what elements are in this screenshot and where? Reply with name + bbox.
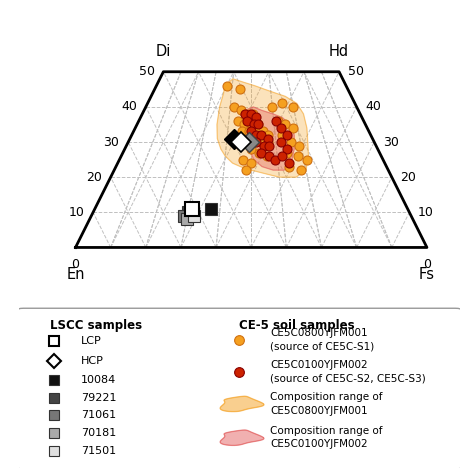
Text: CE-5 soil samples: CE-5 soil samples [239,319,355,332]
Text: 0: 0 [423,258,431,271]
Polygon shape [245,107,294,170]
Text: 40: 40 [365,100,381,114]
Polygon shape [220,430,264,446]
Text: 70181: 70181 [81,428,116,438]
Text: Composition range of
CE5C0100YJFM002: Composition range of CE5C0100YJFM002 [270,426,383,449]
Text: 71501: 71501 [81,446,116,455]
Polygon shape [220,396,264,412]
Text: 0: 0 [72,258,80,271]
FancyBboxPatch shape [17,308,462,469]
Text: 50: 50 [138,65,155,78]
Text: 20: 20 [86,171,102,184]
Polygon shape [217,79,309,177]
Text: LSCC samples: LSCC samples [50,319,142,332]
Text: 71061: 71061 [81,410,116,420]
Text: 30: 30 [103,136,119,149]
Text: Di: Di [155,44,171,60]
Text: LCP: LCP [81,336,101,346]
Text: CE5C0100YJFM002
(source of CE5C-S2, CE5C-S3): CE5C0100YJFM002 (source of CE5C-S2, CE5C… [270,360,426,384]
Text: CE5C0800YJFM001
(source of CE5C-S1): CE5C0800YJFM001 (source of CE5C-S1) [270,328,374,351]
Text: 50: 50 [348,65,364,78]
Text: 79221: 79221 [81,393,116,403]
Text: 30: 30 [383,136,399,149]
Text: Composition range of
CE5C0800YJFM001: Composition range of CE5C0800YJFM001 [270,392,383,416]
Text: HCP: HCP [81,356,103,366]
Text: Hd: Hd [329,44,349,60]
Text: 10084: 10084 [81,375,116,385]
Text: En: En [66,267,85,282]
Text: 10: 10 [418,206,434,219]
Text: 40: 40 [121,100,137,114]
Text: 20: 20 [401,171,417,184]
Text: Fs: Fs [419,267,435,282]
Text: 10: 10 [68,206,84,219]
